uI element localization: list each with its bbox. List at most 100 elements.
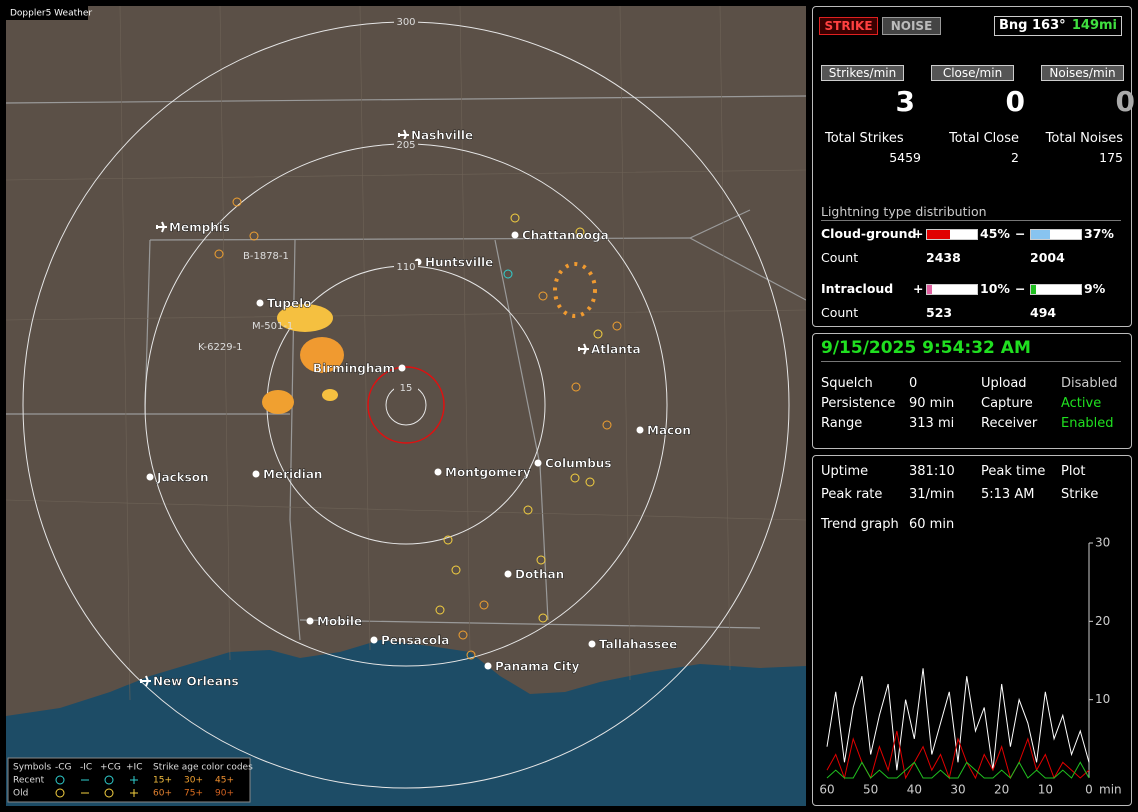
- age-code: 30+: [184, 776, 203, 786]
- x-tick-label: 0: [1085, 783, 1093, 797]
- legend-header: Symbols: [13, 763, 52, 773]
- x-tick-label: 10: [1038, 783, 1053, 797]
- legend-header: -CG: [55, 763, 72, 773]
- status-cell: Persistence: [821, 396, 896, 411]
- legend-symbol: [55, 788, 65, 798]
- age-code: 60+: [153, 789, 172, 799]
- legend-symbol: [130, 789, 138, 797]
- count-label: Count: [821, 250, 859, 265]
- status-cell: 0: [909, 376, 918, 391]
- sign: −: [1015, 281, 1026, 296]
- stats-cell: 31/min: [909, 487, 955, 502]
- strike-button[interactable]: STRIKE: [819, 17, 878, 35]
- airport-icon: [398, 129, 409, 141]
- dist-name: Cloud-ground: [821, 226, 917, 241]
- x-tick-label: 40: [907, 783, 922, 797]
- city-dot: [534, 459, 542, 467]
- total-value: 5459: [889, 150, 921, 165]
- city-label: Tallahassee: [599, 638, 677, 652]
- city-label: Chattanooga: [522, 229, 609, 243]
- rate-header: Close/min: [931, 65, 1014, 81]
- y-tick-label: 30: [1095, 536, 1110, 550]
- trend-label: Trend graph: [821, 517, 899, 532]
- ring-label: 300: [396, 17, 415, 28]
- stats-cell: Plot: [1061, 464, 1086, 479]
- legend-row-label: Recent: [13, 776, 45, 786]
- rate-value: 0: [1115, 85, 1135, 118]
- x-unit: min: [1099, 783, 1122, 797]
- age-code: 90+: [215, 789, 234, 799]
- status-cell: Capture: [981, 396, 1033, 411]
- city-label: Tupelo: [267, 297, 312, 311]
- dist-bar-frame: [1030, 229, 1082, 240]
- ring-label-bg: [394, 382, 418, 394]
- total-label: Total Close: [949, 131, 1019, 146]
- city-label: Mobile: [317, 615, 362, 629]
- dist-bar: [927, 230, 950, 239]
- dist-bar: [1031, 285, 1036, 294]
- county-lines: [6, 6, 806, 701]
- noise-button[interactable]: NOISE: [882, 17, 941, 35]
- dist-bar: [1031, 230, 1050, 239]
- city-dot: [511, 231, 519, 239]
- dist-bar-frame: [926, 284, 978, 295]
- city-label: Columbus: [545, 457, 612, 471]
- city-label: Pensacola: [381, 634, 449, 648]
- city-dot: [370, 636, 378, 644]
- status-cell: 90 min: [909, 396, 955, 411]
- state-borders: [6, 95, 806, 641]
- city-dot: [306, 617, 314, 625]
- stats-cell: Strike: [1061, 487, 1099, 502]
- age-code: 15+: [153, 776, 172, 786]
- map-labels: Nashville Memphis Chattanooga Huntsville Tup…: [140, 16, 691, 689]
- x-tick-label: 20: [994, 783, 1009, 797]
- close-ring: [367, 366, 445, 444]
- x-tick-label: 60: [819, 783, 834, 797]
- sign: +: [913, 281, 924, 296]
- ring-label-bg: [394, 139, 418, 151]
- rate-value: 3: [895, 85, 915, 118]
- dist-pct: 45%: [980, 226, 1010, 241]
- dist-bar: [927, 285, 932, 294]
- city-dot: [504, 570, 512, 578]
- bearing-box: Bng 163° 149mi: [994, 16, 1122, 36]
- status-cell: Squelch: [821, 376, 873, 391]
- status-panel: 9/15/2025 9:54:32 AM Squelch 0 Upload Disab…: [812, 333, 1132, 449]
- datetime: 9/15/2025 9:54:32 AM: [821, 338, 1031, 358]
- counts-panel: STRIKE NOISE Bng 163° 149mi Strikes/min 3…: [812, 6, 1135, 327]
- rate-value: 0: [1005, 85, 1025, 118]
- legend-symbol: [104, 775, 114, 785]
- map: Nashville Memphis Chattanooga Huntsville Tup…: [6, 6, 806, 806]
- y-tick-label: 20: [1095, 614, 1110, 628]
- city-label: Dothan: [515, 568, 564, 582]
- dist-title: Lightning type distribution: [821, 204, 987, 219]
- legend-header: Strike age color codes: [153, 763, 253, 773]
- city-label: Atlanta: [591, 343, 641, 357]
- total-label: Total Strikes: [825, 131, 904, 146]
- map-title: Doppler5 Weather: [10, 9, 92, 19]
- age-code: 45+: [215, 776, 234, 786]
- city-dot: [484, 662, 492, 670]
- airport-icon: [140, 675, 151, 687]
- legend-row-label: Old: [13, 789, 28, 799]
- stats-panel: Uptime 381:10 Peak time Plot Peak rate 31/min…: [812, 455, 1132, 806]
- legend-box: [7, 757, 251, 803]
- city-dot: [398, 364, 406, 372]
- dist-bar-frame: [1030, 284, 1082, 295]
- city-label: Birmingham: [313, 362, 395, 376]
- ring-label-bg: [394, 16, 418, 28]
- dist-pct: 37%: [1084, 226, 1114, 241]
- legend-symbol: [104, 788, 114, 798]
- status-cell: Enabled: [1061, 416, 1114, 431]
- divider: [821, 361, 1121, 362]
- city-label: Meridian: [263, 468, 322, 482]
- count-label: Count: [821, 305, 859, 320]
- dist-bar-frame: [926, 229, 978, 240]
- city-label: New Orleans: [153, 675, 239, 689]
- total-value: 2: [1011, 150, 1019, 165]
- stats-cell: Uptime: [821, 464, 869, 479]
- city-label: Nashville: [411, 129, 473, 143]
- stats-cell: 5:13 AM: [981, 487, 1035, 502]
- legend-header: +IC: [126, 763, 142, 773]
- ring-label-bg: [394, 261, 418, 273]
